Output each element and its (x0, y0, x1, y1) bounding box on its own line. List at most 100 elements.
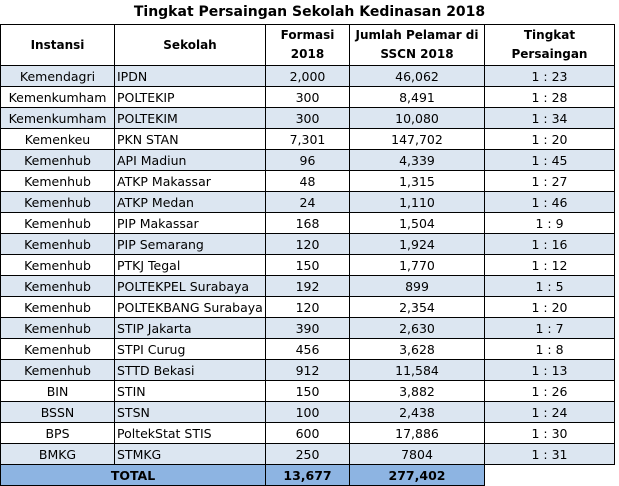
cell-persaingan: 1 : 26 (484, 380, 615, 402)
cell-persaingan: 1 : 23 (484, 65, 615, 87)
cell-formasi: 192 (265, 275, 350, 297)
header-row: Instansi Sekolah Formasi 2018 Jumlah Pel… (0, 24, 615, 66)
cell-pelamar: 2,630 (349, 317, 485, 339)
cell-instansi: Kemenhub (0, 359, 115, 381)
header-formasi: Formasi 2018 (265, 24, 350, 66)
cell-sekolah: POLTEKIP (114, 86, 266, 108)
cell-formasi: 24 (265, 191, 350, 213)
cell-pelamar: 899 (349, 275, 485, 297)
table-body: Kemendagri IPDN 2,000 46,062 1 : 23 Kemenkumh… (0, 65, 615, 465)
cell-sekolah: IPDN (114, 65, 266, 87)
total-label: TOTAL (0, 464, 266, 486)
cell-persaingan: 1 : 24 (484, 401, 615, 423)
cell-sekolah: PKN STAN (114, 128, 266, 150)
cell-formasi: 300 (265, 86, 350, 108)
cell-pelamar: 1,924 (349, 233, 485, 255)
cell-formasi: 600 (265, 422, 350, 444)
table-row: Kemenkumham POLTEKIM 300 10,080 1 : 34 (0, 107, 615, 129)
competition-table: Instansi Sekolah Formasi 2018 Jumlah Pel… (0, 24, 615, 486)
table-row: BMKG STMKG 250 7804 1 : 31 (0, 443, 615, 465)
cell-formasi: 96 (265, 149, 350, 171)
cell-persaingan: 1 : 5 (484, 275, 615, 297)
cell-instansi: Kemenhub (0, 338, 115, 360)
table-row: Kemenhub STPI Curug 456 3,628 1 : 8 (0, 338, 615, 360)
table-row: Kemenhub STTD Bekasi 912 11,584 1 : 13 (0, 359, 615, 381)
total-row: TOTAL 13,677 277,402 (0, 464, 615, 486)
cell-persaingan: 1 : 30 (484, 422, 615, 444)
cell-persaingan: 1 : 45 (484, 149, 615, 171)
cell-instansi: Kemenkumham (0, 107, 115, 129)
cell-pelamar: 3,882 (349, 380, 485, 402)
total-pelamar: 277,402 (349, 464, 485, 486)
cell-pelamar: 10,080 (349, 107, 485, 129)
cell-sekolah: STSN (114, 401, 266, 423)
table-row: BIN STIN 150 3,882 1 : 26 (0, 380, 615, 402)
cell-instansi: Kemenhub (0, 191, 115, 213)
cell-persaingan: 1 : 31 (484, 443, 615, 465)
cell-sekolah: API Madiun (114, 149, 266, 171)
cell-sekolah: STPI Curug (114, 338, 266, 360)
cell-sekolah: ATKP Medan (114, 191, 266, 213)
table-row: Kemenhub PIP Semarang 120 1,924 1 : 16 (0, 233, 615, 255)
cell-formasi: 7,301 (265, 128, 350, 150)
cell-pelamar: 1,770 (349, 254, 485, 276)
cell-persaingan: 1 : 13 (484, 359, 615, 381)
cell-persaingan: 1 : 20 (484, 296, 615, 318)
cell-instansi: BSSN (0, 401, 115, 423)
table-row: Kemenhub ATKP Makassar 48 1,315 1 : 27 (0, 170, 615, 192)
cell-persaingan: 1 : 46 (484, 191, 615, 213)
cell-pelamar: 11,584 (349, 359, 485, 381)
cell-sekolah: PTKJ Tegal (114, 254, 266, 276)
cell-persaingan: 1 : 9 (484, 212, 615, 234)
table-row: Kemenhub API Madiun 96 4,339 1 : 45 (0, 149, 615, 171)
cell-instansi: Kemendagri (0, 65, 115, 87)
cell-sekolah: PIP Semarang (114, 233, 266, 255)
table-row: Kemenkeu PKN STAN 7,301 147,702 1 : 20 (0, 128, 615, 150)
cell-formasi: 390 (265, 317, 350, 339)
cell-pelamar: 4,339 (349, 149, 485, 171)
cell-formasi: 100 (265, 401, 350, 423)
cell-pelamar: 2,354 (349, 296, 485, 318)
cell-pelamar: 3,628 (349, 338, 485, 360)
cell-formasi: 48 (265, 170, 350, 192)
table-row: Kemenkumham POLTEKIP 300 8,491 1 : 28 (0, 86, 615, 108)
cell-sekolah: POLTEKBANG Surabaya (114, 296, 266, 318)
page-title: Tingkat Persaingan Sekolah Kedinasan 201… (133, 4, 486, 20)
cell-formasi: 300 (265, 107, 350, 129)
cell-instansi: Kemenkeu (0, 128, 115, 150)
cell-formasi: 168 (265, 212, 350, 234)
table-row: Kemenhub ATKP Medan 24 1,110 1 : 46 (0, 191, 615, 213)
cell-instansi: Kemenhub (0, 317, 115, 339)
cell-formasi: 250 (265, 443, 350, 465)
cell-sekolah: STMKG (114, 443, 266, 465)
cell-persaingan: 1 : 12 (484, 254, 615, 276)
header-sekolah: Sekolah (114, 24, 266, 66)
cell-sekolah: STIN (114, 380, 266, 402)
cell-instansi: Kemenhub (0, 296, 115, 318)
cell-formasi: 2,000 (265, 65, 350, 87)
cell-persaingan: 1 : 8 (484, 338, 615, 360)
total-blank-cell (484, 464, 615, 486)
header-instansi: Instansi (0, 24, 115, 66)
cell-pelamar: 17,886 (349, 422, 485, 444)
cell-sekolah: POLTEKPEL Surabaya (114, 275, 266, 297)
cell-formasi: 120 (265, 296, 350, 318)
cell-formasi: 912 (265, 359, 350, 381)
cell-persaingan: 1 : 20 (484, 128, 615, 150)
table-row: BSSN STSN 100 2,438 1 : 24 (0, 401, 615, 423)
cell-instansi: Kemenhub (0, 170, 115, 192)
table-row: Kemenhub POLTEKBANG Surabaya 120 2,354 1 : 2… (0, 296, 615, 318)
cell-formasi: 456 (265, 338, 350, 360)
cell-instansi: Kemenhub (0, 275, 115, 297)
cell-instansi: Kemenhub (0, 254, 115, 276)
table-row: Kemenhub PTKJ Tegal 150 1,770 1 : 12 (0, 254, 615, 276)
cell-pelamar: 147,702 (349, 128, 485, 150)
cell-instansi: BPS (0, 422, 115, 444)
cell-sekolah: PoltekStat STIS (114, 422, 266, 444)
cell-formasi: 150 (265, 254, 350, 276)
cell-pelamar: 1,110 (349, 191, 485, 213)
cell-instansi: BMKG (0, 443, 115, 465)
cell-sekolah: STIP Jakarta (114, 317, 266, 339)
cell-formasi: 120 (265, 233, 350, 255)
cell-sekolah: POLTEKIM (114, 107, 266, 129)
